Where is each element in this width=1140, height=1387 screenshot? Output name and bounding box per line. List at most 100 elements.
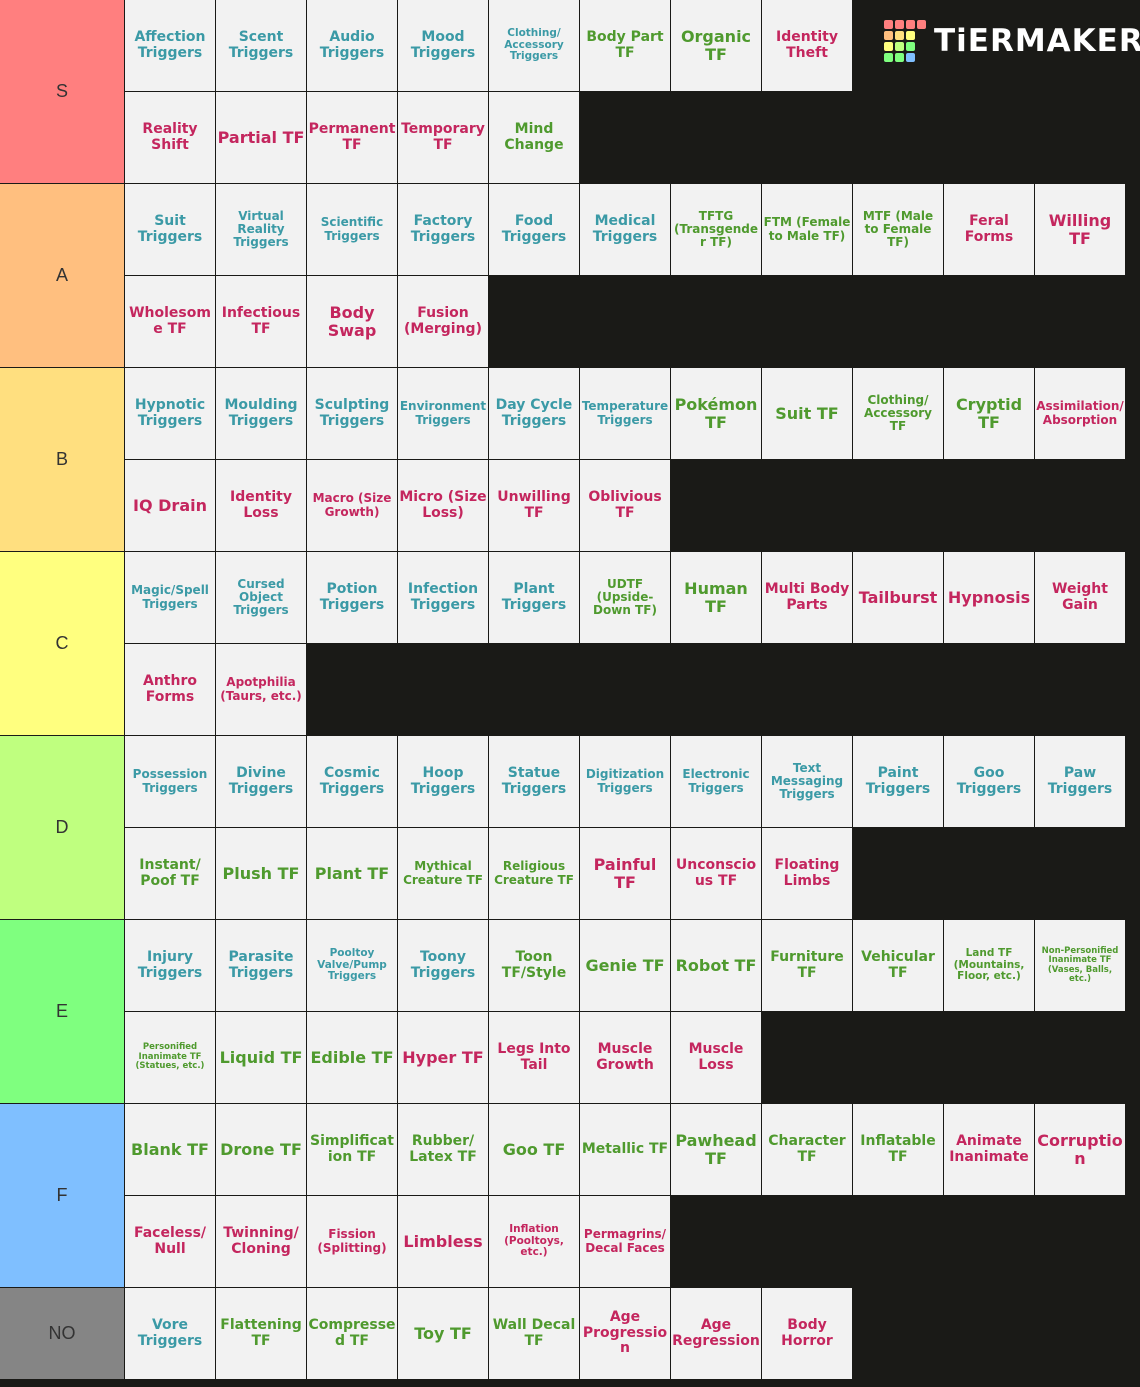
tier-rows: Vore Triggers Flattening TF Compressed TF T… (125, 1288, 1140, 1379)
tier-item: Land TF (Mountains, Floor, etc.) (944, 920, 1034, 1011)
tier-row: Anthro Forms Apotphilia (Taurs, etc.) (125, 644, 1140, 735)
tier-item: Rubber/ Latex TF (398, 1104, 488, 1195)
tier: A Suit Triggers Virtual Reality Triggers Sc… (0, 184, 1140, 367)
tier-item: Apotphilia (Taurs, etc.) (216, 644, 306, 735)
tier-item: Plant TF (307, 828, 397, 919)
tier-item: Potion Triggers (307, 552, 397, 643)
tier-item: Vehicular TF (853, 920, 943, 1011)
tier-item: Compressed TF (307, 1288, 397, 1379)
tier-item: Edible TF (307, 1012, 397, 1103)
tier-row: Wholesome TF Infectious TF Body Swap Fusion… (125, 276, 1140, 367)
tier-item: Micro (Size Loss) (398, 460, 488, 551)
tier-item: UDTF (Upside-Down TF) (580, 552, 670, 643)
tier-item: Painful TF (580, 828, 670, 919)
tier-item: Furniture TF (762, 920, 852, 1011)
tier-row: Instant/ Poof TF Plush TF Plant TF Mythical… (125, 828, 1140, 919)
tier-item: Virtual Reality Triggers (216, 184, 306, 275)
tier-item: Assimilation/ Absorption (1035, 368, 1125, 459)
tier-item: Reality Shift (125, 92, 215, 183)
tier-item: Corruption (1035, 1104, 1125, 1195)
tier-item: Permagrins/ Decal Faces (580, 1196, 670, 1287)
logo-icon (884, 20, 926, 62)
tier-item: Magic/Spell Triggers (125, 552, 215, 643)
tier-item: IQ Drain (125, 460, 215, 551)
tier-item: Blank TF (125, 1104, 215, 1195)
tier: NO Vore Triggers Flattening TF Compressed T… (0, 1288, 1140, 1379)
tier-item: Injury Triggers (125, 920, 215, 1011)
tier-item: Religious Creature TF (489, 828, 579, 919)
tier-item: Age Regression (671, 1288, 761, 1379)
tier-item: Pooltoy Valve/Pump Triggers (307, 920, 397, 1011)
tier-item: Toy TF (398, 1288, 488, 1379)
tier-item: Cosmic Triggers (307, 736, 397, 827)
tier: B Hypnotic Triggers Moulding Triggers Sculp… (0, 368, 1140, 551)
tier-item: Inflatable TF (853, 1104, 943, 1195)
tier-item: Body Part TF (580, 0, 670, 91)
tier-item: Unconscious TF (671, 828, 761, 919)
tier-item: Personified Inanimate TF (Statues, etc.) (125, 1012, 215, 1103)
tier-item: Suit Triggers (125, 184, 215, 275)
tier-label: F (0, 1104, 124, 1287)
tier-item: Infectious TF (216, 276, 306, 367)
tier-label: C (0, 552, 124, 735)
tier-item: Identity Theft (762, 0, 852, 91)
tier-item: Faceless/ Null (125, 1196, 215, 1287)
tier: S Affection Triggers Scent Triggers Audio T… (0, 0, 1140, 183)
tier-rows: Hypnotic Triggers Moulding Triggers Sculpt… (125, 368, 1140, 551)
tier-item: Moulding Triggers (216, 368, 306, 459)
tier-item: Mind Change (489, 92, 579, 183)
tier-item: Food Triggers (489, 184, 579, 275)
tier-item: Divine Triggers (216, 736, 306, 827)
tier-item: Environment Triggers (398, 368, 488, 459)
tier-row: IQ Drain Identity Loss Macro (Size Growth)… (125, 460, 1140, 551)
tier-item: Temperature Triggers (580, 368, 670, 459)
tier-item: Organic TF (671, 0, 761, 91)
tier-item: Hyper TF (398, 1012, 488, 1103)
tier-rows: Injury Triggers Parasite Triggers Pooltoy … (125, 920, 1140, 1103)
tier-item: Oblivious TF (580, 460, 670, 551)
tier-label: S (0, 0, 124, 183)
tier: D Possession Triggers Divine Triggers Cosmi… (0, 736, 1140, 919)
tier-item: Scent Triggers (216, 0, 306, 91)
tier-item: Affection Triggers (125, 0, 215, 91)
tier-item: Robot TF (671, 920, 761, 1011)
tier-item: MTF (Male to Female TF) (853, 184, 943, 275)
tier-item: Body Horror (762, 1288, 852, 1379)
tier-item: Hypnosis (944, 552, 1034, 643)
tier-item: Body Swap (307, 276, 397, 367)
tier-item: Factory Triggers (398, 184, 488, 275)
tier-item: Fission (Splitting) (307, 1196, 397, 1287)
tier: F Blank TF Drone TF Simplification TF Rubber… (0, 1104, 1140, 1287)
tier-label: E (0, 920, 124, 1103)
tier-rows: Possession Triggers Divine Triggers Cosmic… (125, 736, 1140, 919)
tier-item: Legs Into Tail (489, 1012, 579, 1103)
tier-item: TFTG (Transgender TF) (671, 184, 761, 275)
tier-item: Character TF (762, 1104, 852, 1195)
tier-item: Partial TF (216, 92, 306, 183)
tier-item: Paw Triggers (1035, 736, 1125, 827)
tier-row: Hypnotic Triggers Moulding Triggers Sculpt… (125, 368, 1140, 459)
tier-row: Vore Triggers Flattening TF Compressed TF T… (125, 1288, 1140, 1379)
tier-item: Plant Triggers (489, 552, 579, 643)
tier-item: Weight Gain (1035, 552, 1125, 643)
tier-item: Goo Triggers (944, 736, 1034, 827)
tier-row: Faceless/ Null Twinning/ Cloning Fission (… (125, 1196, 1140, 1287)
tier-item: Drone TF (216, 1104, 306, 1195)
logo: TiERMAKER (884, 20, 1140, 62)
tier-item: Human TF (671, 552, 761, 643)
tier-item: Permanent TF (307, 92, 397, 183)
tier-item: Flattening TF (216, 1288, 306, 1379)
tier-item: Temporary TF (398, 92, 488, 183)
tier-item: Vore Triggers (125, 1288, 215, 1379)
tier-item: Simplification TF (307, 1104, 397, 1195)
tier-row: Injury Triggers Parasite Triggers Pooltoy … (125, 920, 1140, 1011)
tier-item: Metallic TF (580, 1104, 670, 1195)
tier-label: D (0, 736, 124, 919)
tier-item: Feral Forms (944, 184, 1034, 275)
tier-item: Wall Decal TF (489, 1288, 579, 1379)
tier-item: Identity Loss (216, 460, 306, 551)
tier-item: Suit TF (762, 368, 852, 459)
tier-row: Blank TF Drone TF Simplification TF Rubber/… (125, 1104, 1140, 1195)
tier-item: Clothing/ Accessory Triggers (489, 0, 579, 91)
tier-item: Audio Triggers (307, 0, 397, 91)
